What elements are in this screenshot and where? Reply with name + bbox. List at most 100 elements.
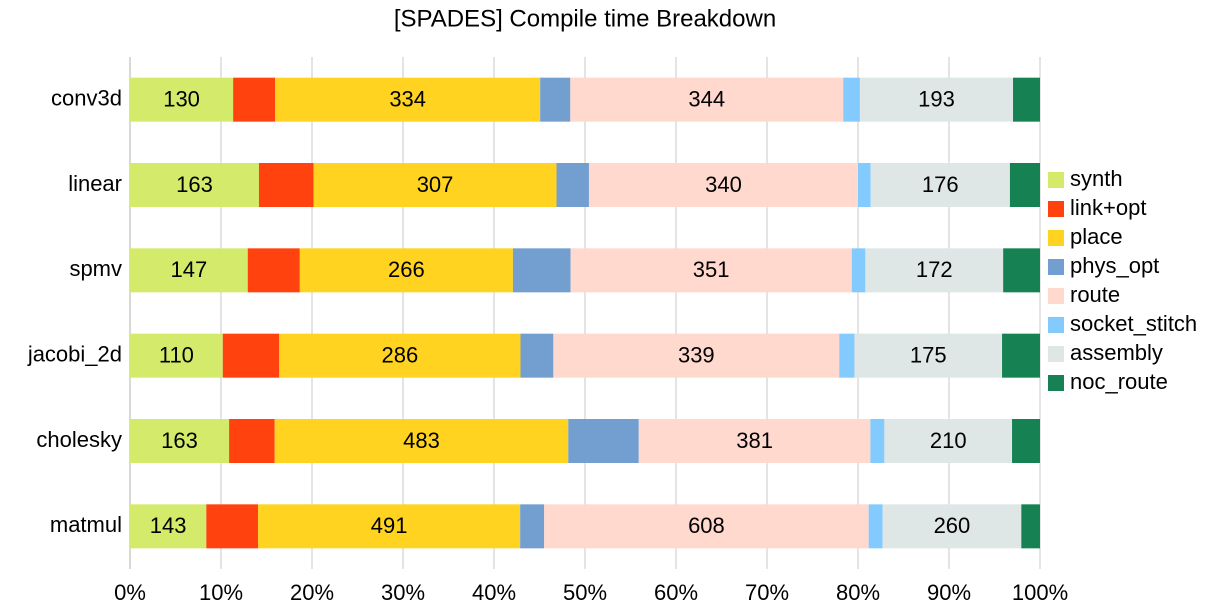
data-label: 286 [382,342,419,367]
y-tick-label: cholesky [36,427,122,452]
data-label: 163 [161,428,198,453]
bar-segment [556,163,589,207]
data-label: 210 [930,428,967,453]
bar-segment [843,77,860,122]
x-tick-label: 0% [114,580,146,605]
bar-segment [1021,504,1040,549]
legend-label: assembly [1070,340,1163,365]
bar-segment [570,77,844,122]
x-tick-label: 90% [927,580,971,605]
data-label: 351 [693,257,730,282]
data-label: 340 [705,172,742,197]
bar-segment [1009,163,1040,207]
bar-segment [851,248,866,293]
bar-segment [884,419,1013,463]
data-label: 130 [163,86,200,111]
legend-label: link+opt [1070,195,1146,220]
data-label: 339 [678,342,715,367]
data-label: 260 [934,513,971,538]
legend-swatch [1048,346,1064,362]
bar-segment [868,504,883,549]
bar-segment [130,504,207,549]
legend-swatch [1048,172,1064,188]
x-tick-label: 10% [199,580,243,605]
x-tick-label: 80% [836,580,880,605]
bar-segment [870,163,1010,207]
legend-swatch [1048,317,1064,333]
y-tick-label: matmul [50,512,122,537]
legend-swatch [1048,288,1064,304]
x-tick-label: 70% [745,580,789,605]
legend-label: noc_route [1070,369,1168,394]
legend-label: socket_stitch [1070,311,1197,336]
bar-segment [299,248,513,293]
data-label: 163 [176,172,213,197]
data-label: 608 [688,513,725,538]
data-label: 381 [736,428,773,453]
bar-segment [520,333,554,378]
legend-swatch [1048,259,1064,275]
bar-segment [540,77,571,122]
bar-segment [638,419,871,463]
legend-swatch [1048,201,1064,217]
legend-swatch [1048,375,1064,391]
x-tick-label: 20% [290,580,334,605]
bar-segment [130,419,230,463]
bar-segment [544,504,869,549]
data-label: 172 [916,257,953,282]
y-tick-label: spmv [69,256,122,281]
data-label: 334 [389,86,426,111]
bar-segment [1012,419,1040,463]
chart-title: [SPADES] Compile time Breakdown [394,5,776,32]
bar-segment [229,419,275,463]
bar-segment [588,163,858,207]
bar-segment [859,77,1014,122]
bar-segment [222,333,280,378]
bar-segment [882,504,1022,549]
bar-segment [570,248,852,293]
bar-segment [865,248,1004,293]
y-tick-label: linear [68,171,122,196]
bar-segment [1003,248,1040,293]
bar-segment [870,419,885,463]
bar-segment [130,163,259,207]
data-label: 110 [159,342,194,367]
data-label: 193 [918,86,955,111]
bar-segment [1013,77,1040,122]
bar-segment [568,419,639,463]
x-tick-label: 40% [472,580,516,605]
data-label: 143 [150,513,187,538]
legend-label: place [1070,224,1123,249]
data-label: 175 [910,342,947,367]
bar-segment [233,77,276,122]
x-tick-label: 60% [654,580,698,605]
bar-segment [313,163,557,207]
x-tick-label: 100% [1012,580,1068,605]
bar-segment [130,248,248,293]
bar-segment [839,333,855,378]
bar-segment [130,333,223,378]
legend-label: phys_opt [1070,253,1159,278]
bar-segment [512,248,571,293]
bar-segment [1002,333,1040,378]
bar-segment [247,248,300,293]
bar-segment [553,333,840,378]
bar-segment [258,163,314,207]
legend-label: synth [1070,166,1123,191]
x-tick-label: 50% [563,580,607,605]
legend-swatch [1048,230,1064,246]
bar-segment [274,419,569,463]
data-label: 344 [688,86,725,111]
data-label: 307 [417,172,454,197]
data-label: 483 [403,428,440,453]
data-label: 147 [171,257,208,282]
data-label: 491 [371,513,408,538]
bar-segment [258,504,521,549]
y-tick-label: jacobi_2d [27,341,122,366]
bar-segment [858,163,871,207]
bar-segment [206,504,259,549]
bar-segment [130,77,234,122]
y-tick-label: conv3d [51,85,122,110]
bar-segment [279,333,521,378]
